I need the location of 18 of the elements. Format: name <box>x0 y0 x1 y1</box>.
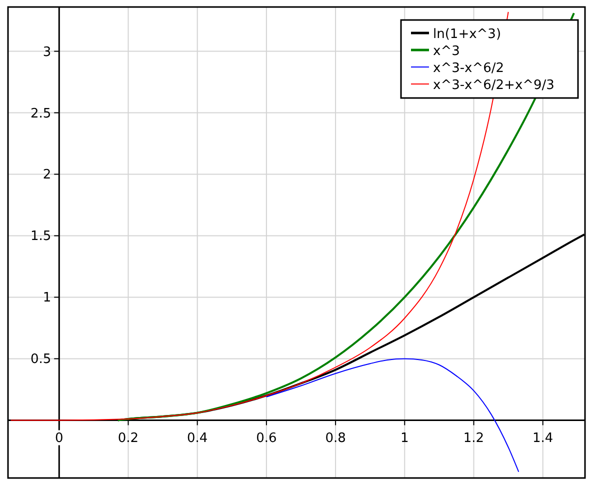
y-tick-label: 1 <box>42 290 52 306</box>
y-tick-label: 2.5 <box>30 106 52 122</box>
x-tick-label: 1.4 <box>532 431 554 446</box>
x-tick-label: 0.6 <box>256 431 277 446</box>
legend-label: x^3 <box>433 44 460 59</box>
y-tick-label: 1.5 <box>30 229 52 244</box>
y-tick-label: 3 <box>42 44 52 60</box>
legend-label: x^3-x^6/2+x^9/3 <box>433 78 554 93</box>
x-tick-label: 0 <box>54 431 64 446</box>
x-tick-label: 1 <box>400 431 409 446</box>
legend-label: ln(1+x^3) <box>433 27 502 42</box>
x-tick-label: 0.2 <box>118 431 139 446</box>
x-tick-label: 1.2 <box>463 431 484 446</box>
x-tick-label: 0.4 <box>186 431 208 446</box>
legend-label: x^3-x^6/2 <box>433 61 504 76</box>
y-tick-label: 2 <box>42 168 52 183</box>
y-tick-label: 0.5 <box>30 352 52 368</box>
x-tick-label: 0.8 <box>325 431 346 446</box>
